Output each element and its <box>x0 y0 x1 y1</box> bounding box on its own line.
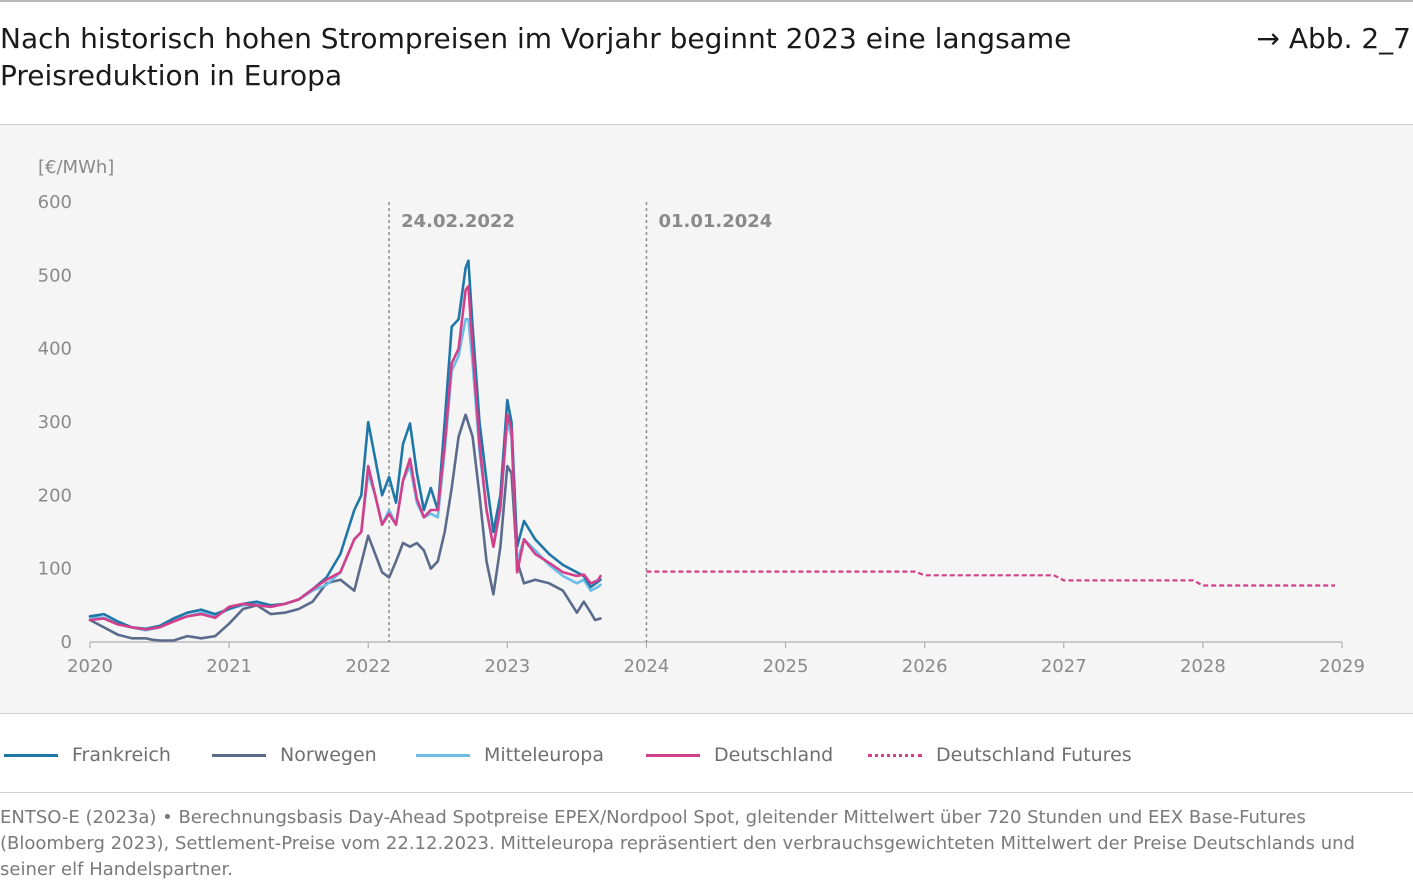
legend-swatch-norwegen <box>212 753 266 757</box>
series-line-deutschland <box>88 285 602 631</box>
legend-item-deutschland-futures: Deutschland Futures <box>868 740 1132 770</box>
y-tick-label: 300 <box>38 412 72 433</box>
divider-top <box>0 124 1413 125</box>
y-tick-label: 400 <box>38 339 72 360</box>
event-label: 24.02.2022 <box>401 211 515 232</box>
divider-legend-bottom <box>0 792 1413 793</box>
source-note: ENTSO-E (2023a) • Berechnungsbasis Day-A… <box>0 807 1355 880</box>
x-tick-label: 2025 <box>763 656 809 677</box>
legend-item-frankreich: Frankreich <box>4 740 171 770</box>
legend-label-mitteleuropa: Mitteleuropa <box>484 744 604 766</box>
legend-swatch-deutschland <box>646 753 700 757</box>
y-axis: 0 100 200 300 400 500 600 <box>38 192 72 653</box>
x-tick-label: 2021 <box>206 656 252 677</box>
y-tick-label: 100 <box>38 559 72 580</box>
legend-item-deutschland: Deutschland <box>646 740 833 770</box>
figure-reference-link[interactable]: → Abb. 2_7 <box>1256 22 1412 55</box>
legend-label-frankreich: Frankreich <box>72 744 171 766</box>
y-tick-label: 500 <box>38 265 72 286</box>
legend-label-norwegen: Norwegen <box>280 744 377 766</box>
series-line-deutschland-futures <box>646 570 1335 587</box>
series-lines <box>88 259 1335 642</box>
legend-swatch-deutschland-futures <box>868 753 922 757</box>
series-line-frankreich <box>88 259 602 631</box>
top-rule <box>0 0 1413 2</box>
x-tick-label: 2026 <box>902 656 948 677</box>
legend-label-deutschland-futures: Deutschland Futures <box>936 744 1132 766</box>
x-tick-label: 2029 <box>1319 656 1365 677</box>
chart-area <box>0 125 1413 713</box>
event-label: 01.01.2024 <box>658 211 772 232</box>
y-axis-label: [€/MWh] <box>38 157 114 178</box>
chart-title: Nach historisch hohen Strompreisen im Vo… <box>0 22 1072 92</box>
legend-item-norwegen: Norwegen <box>212 740 377 770</box>
series-line-norwegen <box>88 413 602 642</box>
x-axis: 2020 2021 2022 2023 2024 2025 2026 2027 2028 2029 <box>67 641 1365 677</box>
legend-swatch-frankreich <box>4 753 58 757</box>
x-tick-label: 2027 <box>1041 656 1087 677</box>
event-annotations: 24.02.2022 01.01.2024 <box>388 202 772 642</box>
legend-label-deutschland: Deutschland <box>714 744 834 766</box>
legend: Frankreich Norwegen Mitteleuropa Deutsch… <box>0 740 1413 770</box>
divider-chart-bottom <box>0 713 1413 714</box>
x-tick-label: 2020 <box>67 656 113 677</box>
x-tick-label: 2024 <box>624 656 670 677</box>
y-tick-label: 0 <box>61 632 72 653</box>
x-tick-label: 2023 <box>484 656 530 677</box>
legend-item-mitteleuropa: Mitteleuropa <box>416 740 604 770</box>
legend-swatch-mitteleuropa <box>416 753 470 757</box>
y-tick-label: 200 <box>38 485 72 506</box>
y-tick-label: 600 <box>38 192 72 213</box>
x-tick-label: 2028 <box>1180 656 1226 677</box>
x-tick-label: 2022 <box>345 656 391 677</box>
